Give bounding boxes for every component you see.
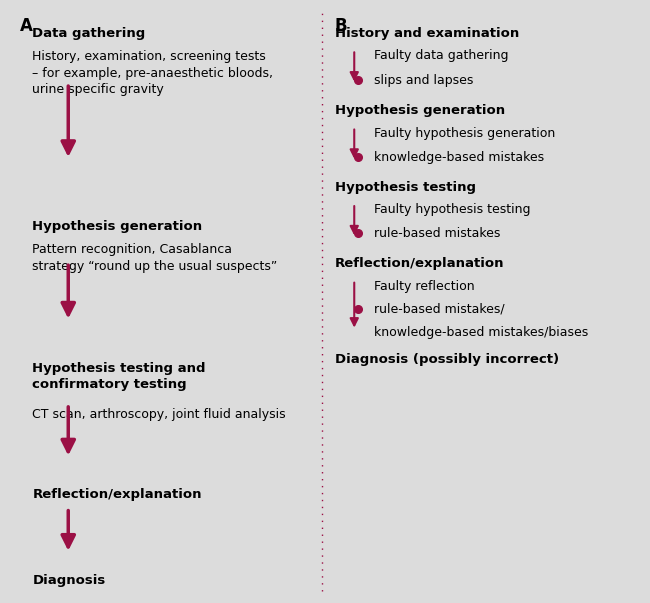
Text: Data gathering: Data gathering: [32, 27, 146, 40]
Text: Faulty hypothesis generation: Faulty hypothesis generation: [374, 127, 555, 140]
Text: Reflection/explanation: Reflection/explanation: [32, 488, 202, 502]
Text: B: B: [335, 17, 347, 35]
Text: Reflection/explanation: Reflection/explanation: [335, 257, 504, 271]
Text: knowledge-based mistakes: knowledge-based mistakes: [374, 151, 544, 164]
Text: rule-based mistakes: rule-based mistakes: [374, 227, 500, 241]
Text: History, examination, screening tests
– for example, pre-anaesthetic bloods,
uri: History, examination, screening tests – …: [32, 50, 274, 96]
Text: Diagnosis (possibly incorrect): Diagnosis (possibly incorrect): [335, 353, 559, 366]
Text: Faulty reflection: Faulty reflection: [374, 280, 474, 293]
Text: Faulty data gathering: Faulty data gathering: [374, 49, 508, 63]
Text: History and examination: History and examination: [335, 27, 519, 40]
Text: slips and lapses: slips and lapses: [374, 74, 473, 87]
Text: Hypothesis generation: Hypothesis generation: [32, 220, 203, 233]
Text: Faulty hypothesis testing: Faulty hypothesis testing: [374, 203, 530, 216]
Text: Diagnosis: Diagnosis: [32, 574, 106, 587]
Text: Hypothesis testing and
confirmatory testing: Hypothesis testing and confirmatory test…: [32, 362, 206, 391]
Text: Hypothesis generation: Hypothesis generation: [335, 104, 505, 118]
Text: Pattern recognition, Casablanca
strategy “round up the usual suspects”: Pattern recognition, Casablanca strategy…: [32, 243, 278, 273]
Text: A: A: [20, 17, 32, 35]
Text: Hypothesis testing: Hypothesis testing: [335, 181, 476, 194]
Text: knowledge-based mistakes/biases: knowledge-based mistakes/biases: [374, 326, 588, 339]
Text: CT scan, arthroscopy, joint fluid analysis: CT scan, arthroscopy, joint fluid analys…: [32, 408, 286, 421]
Text: rule-based mistakes/: rule-based mistakes/: [374, 303, 504, 316]
